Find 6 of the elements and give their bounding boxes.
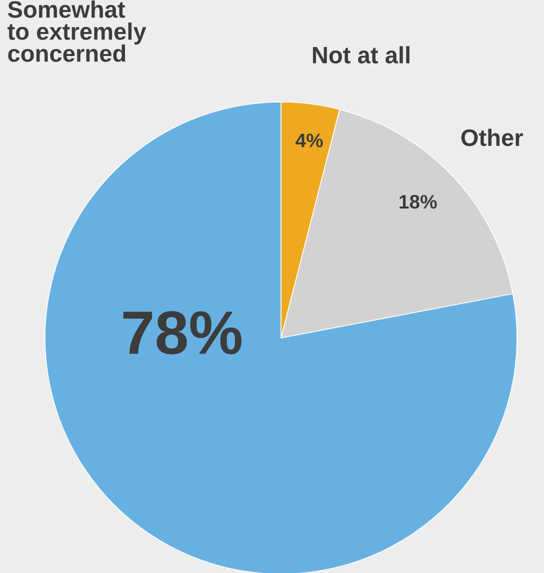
data-label: 18% [400, 194, 437, 209]
data-label: 78% [123, 311, 242, 354]
data-label: 4% [296, 134, 323, 148]
slice-label: Somewhat to extremely concerned [8, 0, 146, 62]
slice-label: Not at all [312, 46, 410, 64]
slice-label: Other [461, 128, 523, 146]
